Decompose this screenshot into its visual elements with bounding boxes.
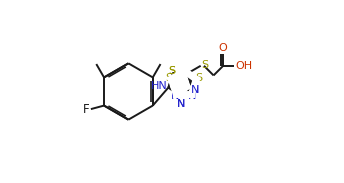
Text: N: N [177,99,185,109]
Text: N: N [191,85,199,95]
Text: S: S [202,60,209,70]
Text: S: S [195,73,202,83]
Text: S: S [168,66,175,76]
Text: N: N [191,85,199,95]
Text: O: O [219,42,228,53]
Text: N: N [177,99,185,109]
Text: HN: HN [151,81,168,91]
Text: S: S [165,73,173,83]
Text: N: N [188,91,196,101]
Text: N: N [171,91,180,101]
Text: S: S [168,66,175,76]
Text: F: F [83,103,89,116]
Text: OH: OH [235,61,252,71]
